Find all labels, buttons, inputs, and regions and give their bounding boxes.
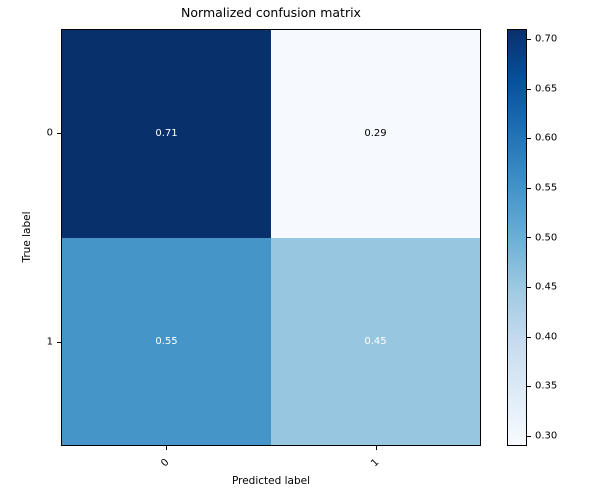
colorbar-tick-mark-0.35 bbox=[527, 386, 531, 387]
colorbar-tick-label-0.60: 0.60 bbox=[535, 132, 558, 144]
colorbar-tick-label-0.50: 0.50 bbox=[535, 232, 558, 243]
colorbar-tick-label-0.65: 0.65 bbox=[535, 83, 558, 95]
matrix-cell-r0c1: 0.29 bbox=[271, 30, 480, 238]
colorbar-tick-mark-0.45 bbox=[527, 287, 531, 288]
x-tick-label-0: 0 bbox=[159, 456, 172, 470]
colorbar-tick-mark-0.50 bbox=[527, 237, 531, 238]
y-tick-mark-1 bbox=[57, 342, 61, 343]
matrix-cell-r1c1: 0.45 bbox=[271, 237, 480, 445]
colorbar-tick-mark-0.70 bbox=[527, 39, 531, 40]
colorbar-tick-mark-0.40 bbox=[527, 337, 531, 338]
x-axis-label: Predicted label bbox=[231, 475, 311, 487]
chart-title: Normalized confusion matrix bbox=[181, 5, 361, 20]
colorbar-tick-label-0.30: 0.30 bbox=[535, 430, 558, 442]
x-tick-mark-1 bbox=[376, 446, 377, 450]
colorbar-tick-mark-0.60 bbox=[527, 138, 531, 139]
y-tick-label-0: 0 bbox=[46, 127, 53, 139]
colorbar-tick-label-0.70: 0.70 bbox=[535, 33, 558, 45]
y-tick-mark-0 bbox=[57, 133, 61, 134]
x-tick-label-1: 1 bbox=[369, 456, 382, 470]
heatmap-plot: 0.71 0.29 0.55 0.45 bbox=[61, 29, 481, 446]
y-tick-label-1: 1 bbox=[46, 336, 53, 348]
colorbar-tick-label-0.40: 0.40 bbox=[535, 331, 558, 343]
x-tick-mark-0 bbox=[166, 446, 167, 450]
matrix-cell-r1c0: 0.55 bbox=[62, 237, 271, 445]
colorbar-tick-label-0.55: 0.55 bbox=[535, 182, 558, 194]
colorbar-tick-mark-0.65 bbox=[527, 89, 531, 90]
y-axis-label: True label bbox=[21, 211, 33, 263]
colorbar bbox=[507, 29, 527, 446]
colorbar-tick-label-0.35: 0.35 bbox=[535, 380, 558, 392]
matrix-cell-r0c0: 0.71 bbox=[62, 30, 271, 238]
colorbar-tick-mark-0.55 bbox=[527, 188, 531, 189]
colorbar-tick-mark-0.30 bbox=[527, 436, 531, 437]
colorbar-tick-label-0.45: 0.45 bbox=[535, 281, 558, 293]
